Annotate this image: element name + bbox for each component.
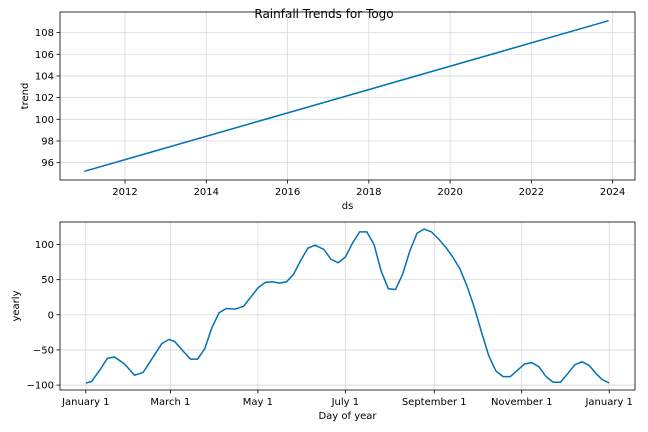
trend-y-axis-label: trend — [20, 83, 31, 110]
yearly-y-axis-label: yearly — [11, 290, 22, 321]
trend-x-tick-label: 2018 — [356, 187, 381, 198]
trend-x-tick-label: 2024 — [600, 187, 625, 198]
trend-y-tick-label: 96 — [41, 158, 54, 169]
trend-y-tick-label: 106 — [35, 50, 54, 61]
trend-x-tick-label: 2016 — [275, 187, 300, 198]
yearly-x-tick-label: March 1 — [150, 397, 190, 408]
yearly-y-tick-label: 50 — [41, 275, 54, 286]
trend-y-tick-label: 108 — [35, 28, 54, 39]
yearly-y-tick-label: −100 — [27, 381, 54, 392]
yearly-x-tick-label: September 1 — [402, 397, 467, 408]
trend-series-line — [84, 19, 609, 173]
yearly-axes-frame — [59, 221, 636, 391]
trend-y-tick-label: 104 — [35, 71, 54, 82]
yearly-x-tick-label: January 1 — [61, 397, 109, 408]
yearly-series-line — [85, 228, 610, 384]
yearly-x-tick-label: May 1 — [243, 397, 273, 408]
chart-title: Rainfall Trends for Togo — [254, 7, 394, 21]
yearly-y-tick-label: 100 — [35, 240, 54, 251]
yearly-y-tick-label: −50 — [33, 345, 54, 356]
trend-x-axis-label: ds — [342, 201, 354, 212]
trend-y-tick-label: 102 — [35, 93, 54, 104]
trend-y-tick-label: 100 — [35, 115, 54, 126]
trend-panel: 2012 2014 2016 2018 2020 2022 2024 96 98 100 102 10… — [20, 11, 636, 212]
trend-axes-frame — [59, 11, 636, 181]
yearly-x-tick-label: November 1 — [491, 397, 553, 408]
trend-x-tick-label: 2022 — [519, 187, 544, 198]
trend-x-tick-label: 2020 — [437, 187, 462, 198]
trend-x-tick-label: 2012 — [112, 187, 137, 198]
yearly-x-tick-label: July 1 — [331, 397, 360, 408]
trend-x-tick-label: 2014 — [194, 187, 219, 198]
yearly-y-tick-label: 0 — [48, 310, 54, 321]
yearly-x-axis-label: Day of year — [318, 411, 377, 422]
yearly-panel: January 1 March 1 May 1 July 1 September 1 No… — [11, 221, 636, 422]
trend-y-tick-label: 98 — [41, 136, 54, 147]
yearly-x-tick-label: January 1 — [584, 397, 632, 408]
